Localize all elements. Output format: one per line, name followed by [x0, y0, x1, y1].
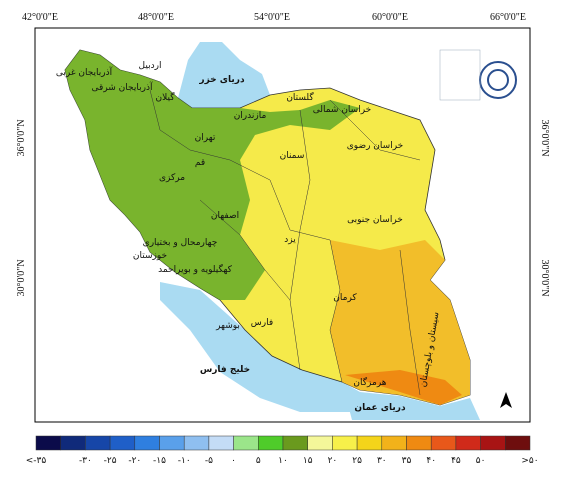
lon-label: 48°0'0"E: [138, 12, 174, 23]
province-label: خراسان جنوبی: [347, 215, 403, 225]
province-borders: [149, 89, 421, 396]
province-label: مرکزی: [159, 173, 185, 183]
legend-swatch: [282, 435, 308, 451]
province-label: خراسان شمالی: [313, 105, 372, 115]
legend-label: ۰: [231, 456, 236, 466]
legend-label: -۳۰: [79, 456, 92, 466]
legend-label: -۲۰: [128, 456, 141, 466]
persian-gulf: [160, 282, 352, 412]
legend-swatch: [258, 435, 284, 451]
province-label: بوشهر: [215, 321, 240, 331]
legend-swatch: [109, 435, 136, 451]
province-label: آذربایجان شرقی: [92, 81, 153, 93]
sea-label: دریای خزر: [198, 75, 245, 85]
province-label: قم: [195, 158, 205, 168]
north-arrow: [500, 392, 512, 408]
province-label: سمنان: [280, 151, 305, 161]
legend-swatch: [505, 435, 531, 451]
legend-swatch: [381, 435, 407, 451]
legend-swatch: [208, 435, 234, 451]
province-label: اردبیل: [139, 61, 162, 71]
lon-label: 54°0'0"E: [254, 12, 290, 23]
legend-swatch: [85, 435, 111, 451]
sea-label: خلیج فارس: [200, 365, 250, 375]
province-label: کرمان: [333, 293, 357, 303]
logo: [439, 49, 517, 101]
lon-label: 60°0'0"E: [372, 12, 408, 23]
legend-label: >۵۰: [521, 456, 538, 466]
legend-swatch: [332, 435, 358, 451]
legend-label: -۱۵: [153, 456, 166, 466]
legend-label: ۵: [256, 456, 261, 466]
orange-zone: [330, 240, 470, 405]
lat-label: 30°0'0"N: [539, 259, 550, 296]
province-label: تهران: [195, 133, 216, 143]
legend-label: -۲۵: [104, 456, 117, 466]
legend-swatch: [35, 435, 61, 451]
province-label: آذربایجان غربی: [56, 66, 113, 78]
province-label: مازندران: [234, 111, 267, 121]
legend-label: ۴۵: [451, 456, 461, 466]
green-zone: [65, 50, 360, 300]
legend: <-۳۵ -۳۰ -۲۵ -۲۰ -۱۵ -۱۰ -۵ ۰ ۵ ۱۰ ۱۵ ۲۰ ۲۵ ۳۰ ۳۵ ۴۰ ۴۵ ۵…: [26, 435, 539, 466]
province-label: اصفهان: [211, 211, 239, 221]
lat-label: 36°0'0"N: [16, 119, 27, 156]
legend-swatch: [307, 435, 333, 451]
province-label: گلستان: [286, 91, 314, 103]
legend-swatch: [233, 435, 259, 451]
legend-label: ۳۰: [377, 456, 387, 466]
legend-label: ۱۰: [278, 456, 288, 466]
province-label: کهگیلویه و بویراحمد: [158, 263, 232, 275]
sea-label: دریای عمان: [354, 403, 406, 413]
legend-swatch: [183, 435, 210, 451]
province-label: فارس: [251, 318, 273, 328]
province-label: خوزستان: [133, 251, 167, 261]
caspian-sea: [178, 42, 270, 108]
legend-label: ۲۵: [352, 456, 362, 466]
legend-label: ۱۵: [303, 456, 313, 466]
legend-swatch: [60, 435, 86, 451]
province-label: چهارمحال و بختیاری: [143, 238, 218, 248]
province-label: هرمزگان: [353, 376, 386, 388]
legend-label: ۵۰: [476, 456, 486, 466]
legend-swatch: [356, 435, 383, 451]
legend-swatch: [134, 435, 160, 451]
lon-label: 66°0'0"E: [490, 12, 526, 23]
legend-label: -۵: [205, 456, 213, 466]
lat-label: 36°0'0"N: [539, 119, 550, 156]
lon-label: 42°0'0"E: [22, 12, 58, 23]
legend-label: ۴۰: [426, 456, 436, 466]
legend-label: <-۳۵: [26, 456, 47, 466]
legend-swatch: [480, 435, 506, 451]
legend-label: -۱۰: [178, 456, 191, 466]
sea-of-oman: [342, 382, 480, 420]
legend-swatch: [430, 435, 457, 451]
legend-label: ۳۵: [402, 456, 412, 466]
lat-label: 30°0'0"N: [16, 259, 27, 296]
legend-label: ۲۰: [328, 456, 338, 466]
hot-zone: [345, 370, 462, 405]
legend-swatch: [159, 435, 185, 451]
legend-swatch: [455, 435, 481, 451]
province-label: گیلان: [156, 91, 176, 103]
province-label: یزد: [284, 235, 296, 245]
province-label: خراسان رضوی: [347, 141, 403, 151]
legend-swatch: [406, 435, 432, 451]
